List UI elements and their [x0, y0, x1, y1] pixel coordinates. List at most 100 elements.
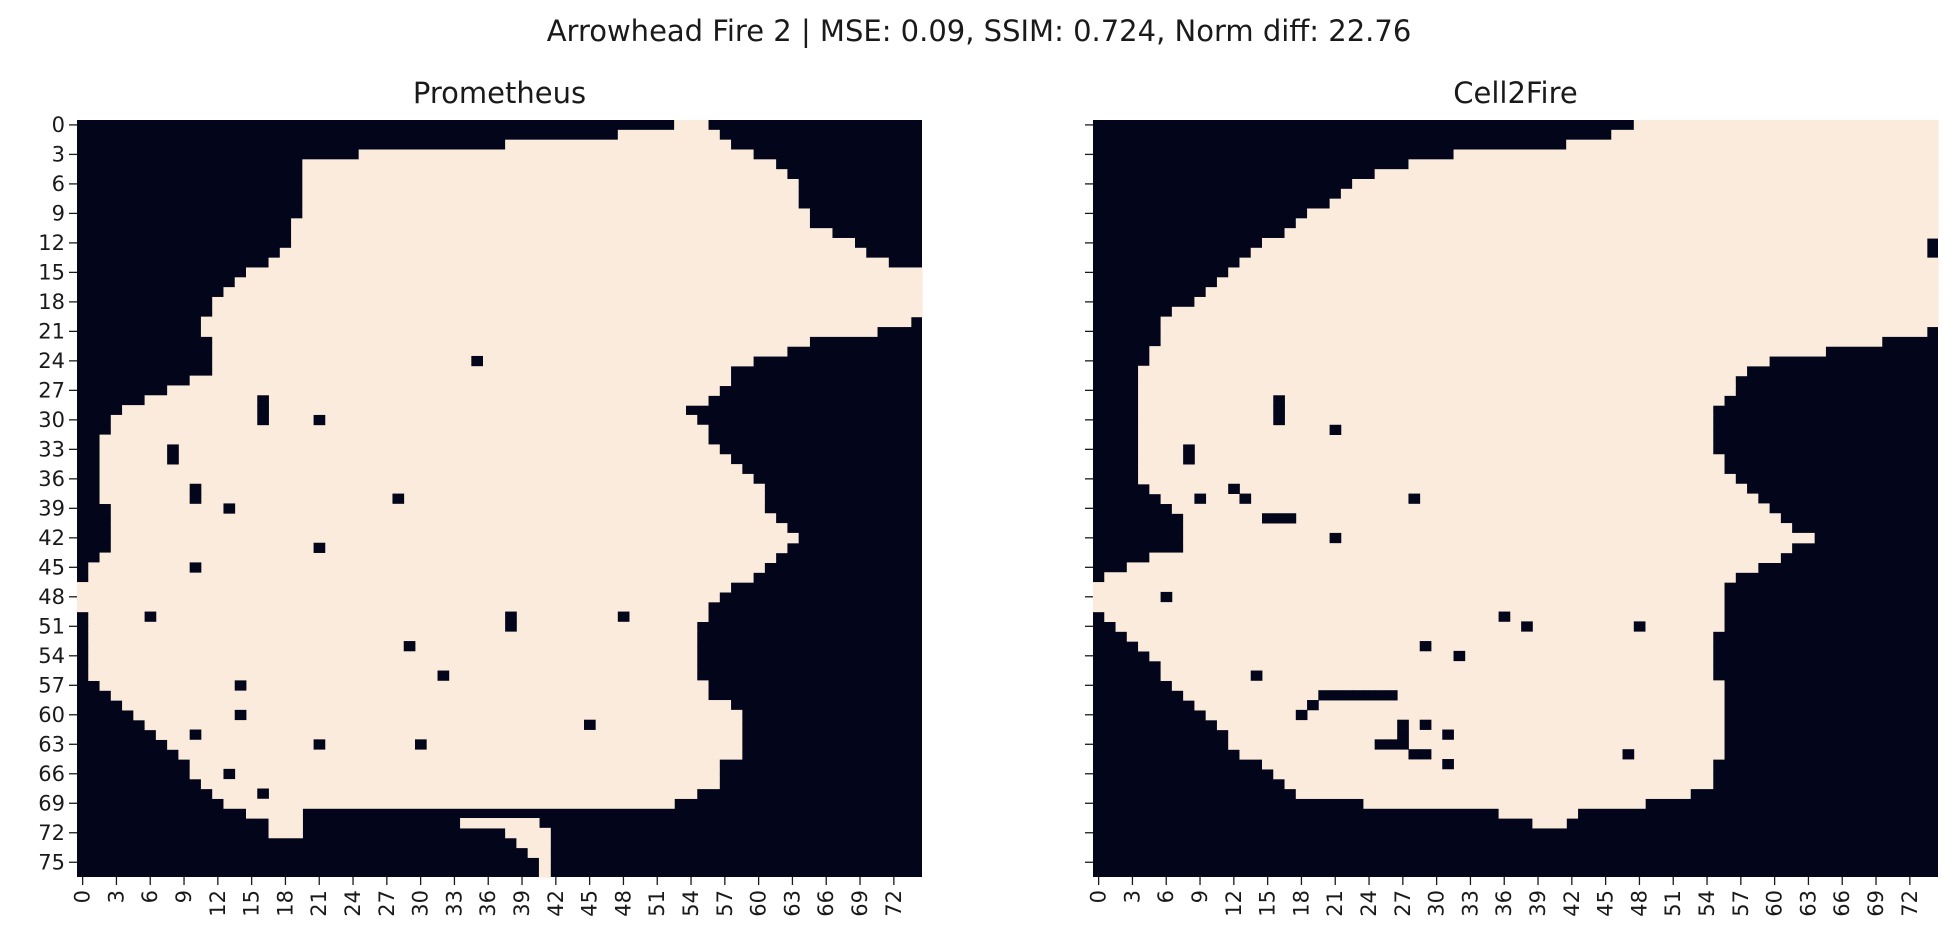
- heatmap-cell-run: [1138, 473, 1736, 485]
- x-tick-label: 9: [172, 890, 196, 903]
- heatmap-cell: [1239, 493, 1252, 504]
- heatmap-cell: [257, 395, 269, 406]
- heatmap-cell-run: [1138, 414, 1714, 426]
- heatmap-cell: [1284, 513, 1297, 524]
- heatmap-cell-run: [1216, 719, 1725, 731]
- heatmap-cell: [1262, 513, 1274, 524]
- heatmap-cell: [1273, 414, 1285, 426]
- heatmap-cell-run: [212, 296, 923, 308]
- heatmap-cell-run: [1138, 454, 1725, 465]
- heatmap-cell-run: [122, 405, 687, 416]
- heatmap-cell: [1419, 719, 1432, 730]
- heatmap-cell-run: [1126, 562, 1759, 573]
- heatmap-cell-run: [200, 778, 720, 790]
- heatmap-cell-run: [1115, 621, 1725, 632]
- heatmap-cell: [223, 503, 236, 514]
- panel-title: Cell2Fire: [1453, 76, 1577, 110]
- heatmap-cell-run: [1307, 208, 1939, 219]
- heatmap-cell-run: [1160, 670, 1714, 681]
- heatmap-cell: [505, 621, 517, 632]
- heatmap-cell: [1419, 749, 1432, 760]
- heatmap-cell-run: [1183, 542, 1793, 554]
- heatmap-cell-run: [1273, 768, 1714, 780]
- heatmap-cell: [1183, 444, 1195, 455]
- heatmap-cell-run: [1093, 582, 1725, 593]
- heatmap-cell: [1250, 670, 1263, 681]
- x-tick-label: 39: [510, 890, 534, 917]
- x-tick-label: 66: [814, 890, 838, 917]
- heatmap-cell-run: [99, 444, 720, 455]
- heatmap-cell: [1442, 729, 1454, 740]
- x-tick-label: 18: [273, 890, 297, 917]
- heatmap-cell-run: [1228, 267, 1939, 278]
- heatmap-cell: [234, 709, 247, 721]
- heatmap-cell-run: [144, 395, 709, 406]
- heatmap-cell: [1385, 739, 1398, 750]
- y-tick-label: 66: [38, 762, 65, 786]
- heatmap-cell: [1194, 493, 1207, 504]
- heatmap-cell-run: [110, 690, 709, 701]
- heatmap-cell-run: [302, 159, 777, 170]
- y-tick-label: 69: [38, 791, 65, 815]
- y-tick-label: 72: [38, 821, 65, 845]
- heatmap-cell: [1408, 493, 1421, 504]
- x-tick-label: 69: [1864, 890, 1888, 917]
- x-tick-label: 24: [1357, 890, 1381, 917]
- heatmap-cell-run: [505, 139, 732, 151]
- x-tick-label: 12: [206, 890, 230, 917]
- heatmap-cell-run: [1104, 572, 1736, 583]
- heatmap-cell-run: [99, 552, 777, 564]
- y-tick-label: 27: [38, 378, 65, 402]
- heatmap-cell-run: [1183, 532, 1815, 544]
- x-tick-label: 36: [476, 890, 500, 917]
- heatmap-cell-run: [291, 218, 810, 229]
- y-tick-label: 57: [38, 673, 65, 697]
- y-tick-label: 21: [38, 319, 65, 343]
- x-tick-label: 51: [645, 890, 669, 917]
- heatmap-cell: [313, 542, 326, 553]
- heatmap-cell-run: [189, 375, 732, 387]
- heatmap-cell-run: [505, 827, 551, 839]
- x-tick-label: 15: [240, 890, 264, 917]
- heatmap-cell: [1397, 729, 1409, 740]
- heatmap-cell: [189, 729, 202, 740]
- heatmap-cell-run: [674, 120, 709, 131]
- x-tick-label: 15: [1256, 890, 1280, 917]
- heatmap-cell-run: [1284, 778, 1714, 790]
- y-tick-label: 54: [38, 644, 65, 668]
- y-tick-label: 15: [38, 260, 65, 284]
- x-tick-label: 51: [1661, 890, 1685, 917]
- heatmap-cell-run: [291, 237, 856, 249]
- heatmap-cell-run: [1160, 326, 1928, 337]
- heatmap-cell-run: [99, 464, 743, 475]
- heatmap-cell-run: [1194, 700, 1725, 711]
- heatmap-cell-run: [99, 473, 754, 485]
- heatmap-cell-run: [538, 857, 551, 868]
- x-tick-label: 54: [679, 890, 703, 917]
- heatmap-cell-run: [1149, 483, 1748, 495]
- x-tick-label: 12: [1222, 890, 1246, 917]
- x-tick-label: 60: [747, 890, 771, 917]
- x-tick-label: 45: [1594, 890, 1618, 917]
- heatmap-cell-run: [167, 385, 720, 396]
- heatmap-cell: [415, 739, 427, 750]
- heatmap-cell: [1521, 621, 1533, 632]
- heatmap-cell-run: [1149, 355, 1770, 367]
- heatmap-cell-run: [178, 749, 743, 760]
- heatmap-cell-run: [1160, 660, 1714, 672]
- heatmap-cell: [189, 562, 202, 573]
- x-tick-label: 42: [544, 890, 568, 917]
- heatmap-cell: [257, 414, 269, 426]
- x-tick-label: 42: [1560, 890, 1584, 917]
- heatmap-cell: [257, 405, 269, 416]
- heatmap-cell: [1329, 424, 1342, 435]
- heatmap-cell-run: [538, 867, 551, 878]
- y-tick-label: 0: [52, 113, 65, 137]
- heatmap-cell-run: [212, 346, 788, 357]
- heatmap-cell-run: [99, 434, 709, 446]
- heatmap-cell: [1160, 591, 1173, 603]
- heatmap-cell: [1329, 532, 1342, 544]
- heatmap-cell: [1374, 690, 1387, 701]
